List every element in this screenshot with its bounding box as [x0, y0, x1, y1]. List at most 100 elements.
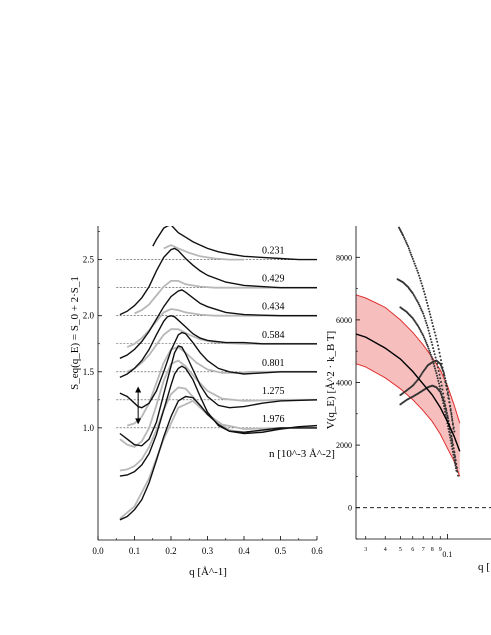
scatter-point-3: [448, 401, 451, 404]
scatter-point-3: [439, 364, 442, 367]
scatter-point-0: [426, 301, 429, 304]
scatter-point-0: [449, 409, 452, 412]
scatter-point-1: [417, 301, 420, 304]
scatter-point-2: [417, 325, 420, 328]
series-label-group: 0.231 0.429 0.434 0.584 0.801 1.275 1.976: [262, 246, 285, 425]
right-x-major-tick-label: 0.1: [442, 550, 452, 559]
scatter-point-2: [427, 347, 430, 350]
scatter-point-0: [440, 359, 442, 362]
scatter-point-1: [431, 343, 434, 346]
scatter-point-4: [454, 459, 457, 462]
structure-factor-panel: 0.0 0.1 0.2 0.3 0.4 0.5 0.61.01.52.02.5 0.2310…: [69, 226, 335, 578]
scatter-point-2: [432, 362, 435, 365]
scatter-point-2: [438, 382, 440, 385]
scatter-point-0: [429, 316, 432, 319]
scatter-point-1: [424, 319, 427, 322]
scatter-point-4: [446, 414, 449, 417]
scatter-point-0: [437, 344, 439, 347]
scatter-point-1: [429, 335, 432, 338]
series-label-5: 1.275: [262, 386, 285, 397]
scatter-point-2: [423, 336, 425, 339]
left-x-tick-label: 0.6: [311, 546, 323, 556]
series-label-1: 0.429: [262, 274, 285, 285]
scatter-point-0: [414, 264, 417, 267]
series-label-6: 1.976: [262, 414, 285, 425]
scatter-point-4: [451, 444, 454, 447]
scatter-point-1: [421, 310, 424, 313]
scatter-point-1: [416, 300, 419, 303]
scatter-point-1: [415, 298, 418, 301]
scatter-point-1: [422, 312, 425, 315]
right-x-minor-tick-label: 9: [439, 547, 442, 553]
scatter-point-1: [428, 332, 431, 335]
right-x-minor-tick-label: 6: [411, 547, 414, 553]
scatter-point-0: [435, 337, 438, 340]
scatter-point-0: [437, 348, 440, 351]
scatter-point-3: [449, 404, 452, 407]
scatter-point-3: [452, 427, 455, 430]
scatter-point-4: [449, 431, 452, 434]
measured-curve-group: [119, 226, 317, 521]
scatter-point-0: [428, 310, 431, 313]
scatter-point-4: [439, 392, 442, 395]
scatter-point-1: [427, 329, 430, 332]
scatter-point-1: [434, 356, 437, 359]
scatter-point-0: [434, 334, 437, 337]
right-y-tick-label: 0: [348, 504, 352, 513]
scatter-point-3: [442, 370, 445, 373]
scatter-point-0: [431, 322, 434, 324]
arrow-head-down: [135, 418, 142, 425]
scatter-point-4: [440, 394, 443, 396]
scatter-point-1: [441, 388, 444, 391]
measured-curve-2: [119, 289, 317, 359]
measured-curve-3: [119, 314, 317, 379]
scatter-point-4: [450, 434, 453, 437]
scatter-point-4: [453, 453, 456, 456]
scatter-point-0: [417, 271, 420, 274]
scatter-point-4: [441, 395, 444, 398]
scatter-point-2: [444, 413, 447, 416]
scatter-point-0: [450, 413, 453, 416]
scatter-point-3: [449, 408, 452, 411]
model-curve-3: [126, 328, 317, 373]
scatter-point-4: [439, 390, 442, 393]
scatter-point-3: [443, 372, 445, 375]
scatter-point-0: [403, 238, 406, 240]
scatter-point-0: [440, 362, 443, 365]
scatter-point-0: [427, 307, 430, 310]
scatter-point-0: [415, 267, 418, 270]
scatter-point-1: [457, 474, 460, 477]
series-label-2: 0.434: [262, 302, 285, 313]
measured-curve-6: [119, 365, 317, 477]
scatter-point-0: [411, 257, 414, 260]
scatter-point-2: [436, 377, 439, 380]
scatter-point-3: [439, 362, 442, 365]
model-curve-0: [163, 244, 244, 261]
scatter-point-0: [419, 279, 422, 282]
scatter-point-4: [452, 450, 455, 453]
scatter-point-2: [434, 367, 436, 370]
scatter-point-1: [413, 295, 416, 298]
scatter-point-0: [439, 355, 442, 358]
scatter-point-2: [421, 333, 424, 335]
scatter-point-1: [433, 353, 436, 356]
scatter-point-2: [434, 369, 437, 372]
scatter-point-0: [436, 340, 439, 343]
scatter-point-2: [449, 436, 452, 439]
left-x-axis-label: q [Å^-1]: [189, 566, 227, 578]
fit-line: [356, 333, 461, 452]
arrow-head-up: [135, 386, 142, 393]
measured-curve-4: [119, 331, 317, 409]
scatter-point-4: [451, 441, 454, 443]
scatter-point-0: [429, 313, 432, 316]
right-axes: 0 2000 4000 6000 8000 3 4 5 6 7 8 9 0.1: [336, 226, 491, 559]
scatter-point-3: [444, 377, 447, 380]
scatter-point-2: [426, 343, 429, 346]
scatter-point-4: [450, 437, 453, 440]
scatter-point-4: [453, 456, 456, 459]
scatter-point-1: [419, 307, 422, 310]
scatter-point-1: [426, 326, 429, 329]
scatter-point-0: [416, 269, 419, 272]
scatter-point-3: [441, 369, 444, 371]
